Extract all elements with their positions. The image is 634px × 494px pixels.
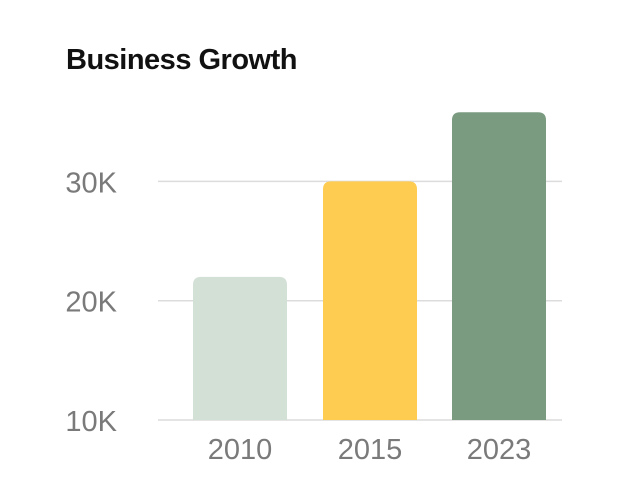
bar-2015 [323,181,417,420]
y-tick-label: 30K [65,167,117,199]
y-tick-label: 20K [65,287,117,319]
x-axis-category-labels: 2010 2015 2023 [208,434,532,466]
bar-2010 [193,276,287,420]
x-category-label: 2015 [338,434,403,466]
bar-2023 [452,112,546,420]
x-category-label: 2023 [467,434,532,466]
chart-title: Business Growth [66,44,298,76]
bars [193,112,546,420]
y-axis-tick-labels: 10K 20K 30K [65,167,117,438]
x-category-label: 2010 [208,434,273,466]
y-tick-label: 10K [65,406,117,438]
